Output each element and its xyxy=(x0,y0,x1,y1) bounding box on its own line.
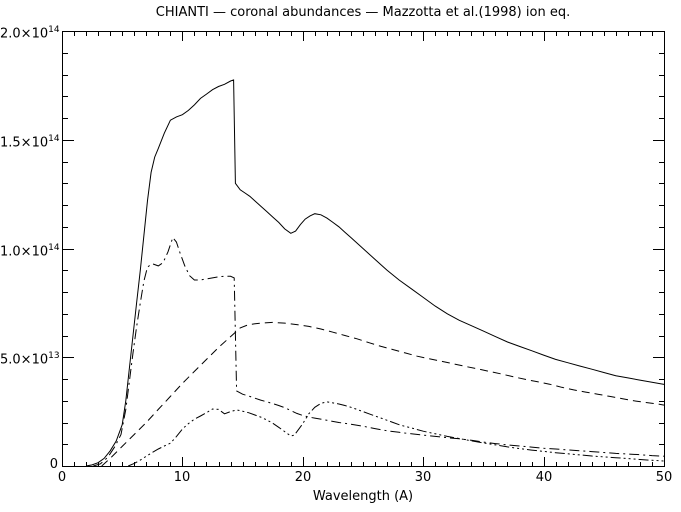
plot-frame xyxy=(62,31,665,467)
y-tick-label: 1.0×1014 xyxy=(0,243,60,260)
x-tick-label: 20 xyxy=(294,470,312,485)
series-dash-dot-dot-dot xyxy=(128,401,665,467)
y-tick-label: 2.0×1014 xyxy=(0,25,60,42)
series-dash-dot xyxy=(93,236,665,467)
x-tick-label: 40 xyxy=(535,470,553,485)
series-dashed xyxy=(101,321,665,467)
x-axis-label: Wavelength (A) xyxy=(312,489,414,504)
y-tick-label: 0 xyxy=(49,457,58,472)
y-tick-label: 1.5×1014 xyxy=(0,134,60,151)
x-tick-label: 50 xyxy=(655,470,673,485)
x-tick-label: 30 xyxy=(414,470,432,485)
x-tick-label: 10 xyxy=(173,470,191,485)
chart-title: CHIANTI — coronal abundances — Mazzotta … xyxy=(155,5,571,20)
y-tick-label: 5.0×1013 xyxy=(0,351,60,368)
series-solid xyxy=(86,79,665,467)
x-tick-label: 0 xyxy=(57,470,67,485)
